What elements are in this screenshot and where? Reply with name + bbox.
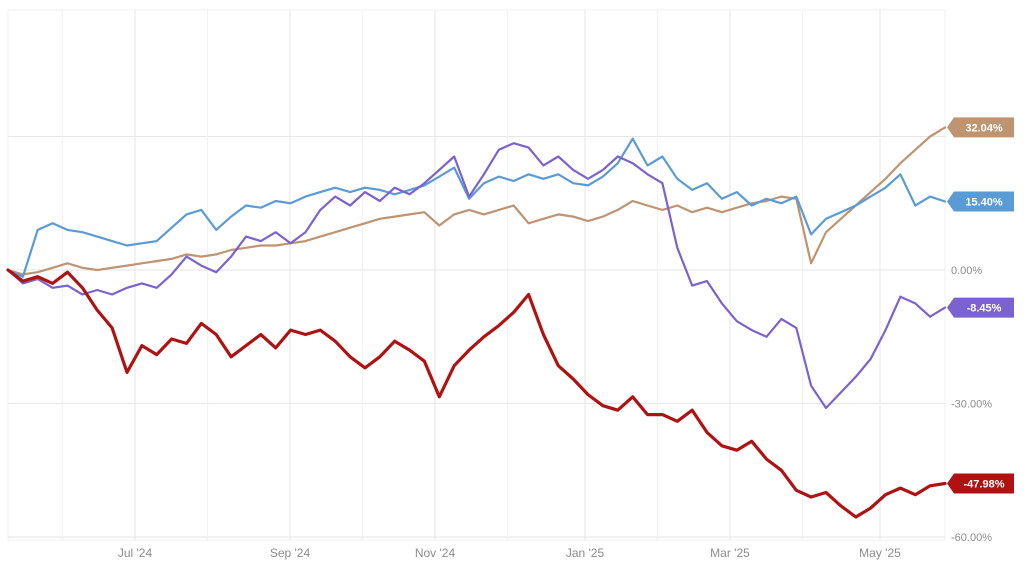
series-line-purple[interactable] — [6, 142, 947, 410]
end-value-badge-label-purple: -8.45% — [967, 303, 1002, 315]
end-value-badge-red[interactable] — [947, 473, 1014, 494]
end-value-badge-label-red: -47.98% — [964, 479, 1005, 491]
end-value-badge-blue[interactable] — [947, 191, 1014, 212]
y-axis-tick-label: -60.00% — [951, 532, 992, 544]
series-line-blue[interactable] — [6, 137, 947, 278]
series-line-red[interactable] — [6, 268, 947, 519]
x-axis-tick-label: May '25 — [859, 546, 901, 560]
x-axis-tick-label: Nov '24 — [415, 546, 456, 560]
end-value-badge-tan[interactable] — [947, 117, 1014, 138]
y-axis-tick-label: 0.00% — [951, 265, 982, 277]
x-axis-tick-label: Mar '25 — [710, 546, 750, 560]
end-value-badge-purple[interactable] — [947, 297, 1014, 318]
end-value-badge-label-blue: 15.40% — [965, 197, 1003, 209]
x-axis-tick-label: Sep '24 — [270, 546, 311, 560]
end-value-badge-label-tan: 32.04% — [965, 122, 1003, 134]
plot-border — [7, 9, 946, 541]
x-axis-tick-label: Jul '24 — [118, 546, 153, 560]
series-line-tan[interactable] — [6, 126, 947, 276]
x-axis-tick-label: Jan '25 — [566, 546, 605, 560]
y-axis-tick-label: -30.00% — [951, 399, 992, 411]
